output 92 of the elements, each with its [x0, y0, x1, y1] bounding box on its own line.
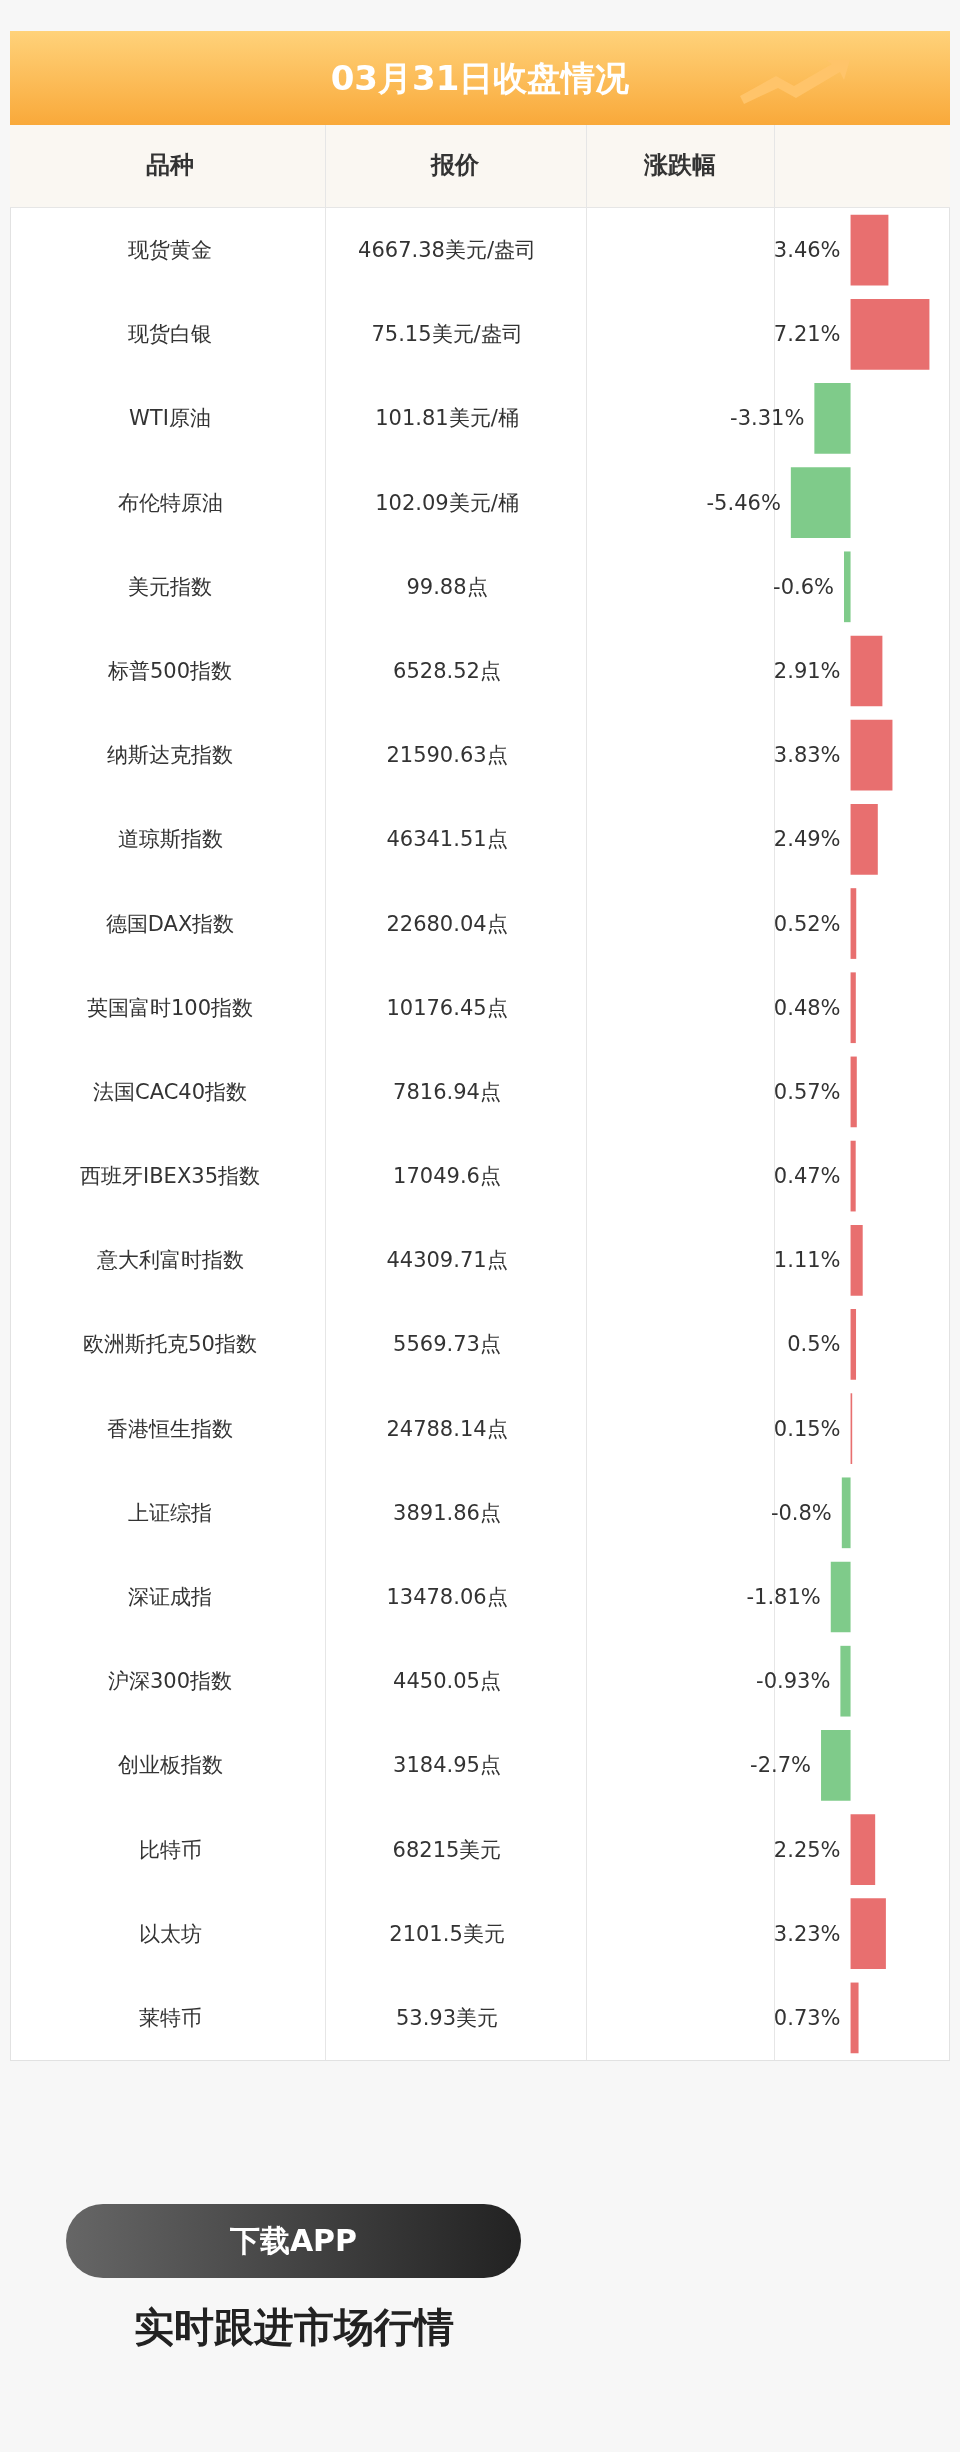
- text: 22680.04点: [386, 911, 508, 936]
- text: 10176.45点: [386, 995, 508, 1020]
- bar: [850, 1309, 857, 1380]
- text: 44309.71点: [386, 1248, 508, 1273]
- bar: [850, 1814, 876, 1885]
- y-tick-label: 深证成指: [128, 1585, 212, 1609]
- text: 3184.95点: [393, 1753, 501, 1778]
- y-tick-label: 现货黄金: [128, 238, 212, 263]
- y-tick-label: 法国CAC40指数: [92, 1079, 248, 1104]
- data-label: -1.81%: [746, 1585, 821, 1609]
- data-label: -3.31%: [730, 406, 805, 431]
- data-label: -5.46%: [706, 490, 781, 515]
- bar: [850, 1140, 856, 1212]
- data-label: 3.83%: [773, 743, 841, 768]
- data-label: -0.8%: [770, 1500, 832, 1525]
- bar: [850, 719, 893, 791]
- text: 101.81美元/桶: [375, 406, 519, 431]
- bar: [844, 551, 851, 623]
- y-tick-label: 沪深300指数: [107, 1669, 233, 1694]
- bar: [850, 1898, 886, 1970]
- y-tick-label: 创业板指数: [117, 1753, 223, 1778]
- data-label: 2.49%: [773, 827, 841, 852]
- text: 13478.06点: [386, 1585, 508, 1609]
- y-tick-label: 西班牙IBEX35指数: [80, 1164, 260, 1189]
- text: 2101.5美元: [389, 1921, 505, 1946]
- text: 4450.05点: [393, 1669, 501, 1694]
- y-tick-label: 德国DAX指数: [105, 911, 235, 936]
- text: 24788.14点: [386, 1416, 508, 1441]
- y-tick-label: 以太坊: [138, 1921, 202, 1946]
- data-label: -0.6%: [773, 574, 834, 599]
- data-label: 0.48%: [773, 995, 841, 1020]
- y-tick-label: 美元指数: [128, 574, 212, 599]
- text: 涨跌幅: [643, 151, 716, 179]
- text: 03月31日收盘情况: [10, 31, 950, 125]
- text: 实时跟进市场行情: [132, 2303, 455, 2352]
- text: 102.09美元/桶: [375, 490, 519, 515]
- data-label: 2.25%: [773, 1837, 841, 1862]
- y-tick-label: 香港恒生指数: [107, 1416, 233, 1441]
- y-tick-label: 标普500指数: [106, 659, 233, 683]
- y-tick-label: 道琼斯指数: [117, 827, 223, 852]
- bar: [790, 467, 851, 538]
- y-tick-label: 现货白银: [128, 322, 212, 347]
- bar: [850, 1224, 863, 1296]
- y-tick-label: 英国富时100指数: [86, 995, 254, 1020]
- y-tick-label: WTI原油: [129, 406, 211, 431]
- text: 17049.6点: [393, 1164, 501, 1189]
- bar: [814, 383, 851, 454]
- data-label: 0.47%: [773, 1164, 841, 1189]
- bar: [850, 1982, 859, 2054]
- bar: [850, 972, 856, 1044]
- text: 品种: [146, 151, 194, 179]
- data-label: 7.21%: [773, 322, 841, 347]
- bar: [841, 1477, 851, 1549]
- bar: [850, 635, 883, 707]
- text: 7816.94点: [393, 1079, 501, 1104]
- bar: [850, 298, 930, 370]
- text: 4667.38美元/盎司: [358, 238, 536, 263]
- bar: [821, 1730, 851, 1801]
- text: 99.88点: [406, 574, 488, 599]
- data-label: 0.73%: [773, 2005, 841, 2030]
- bar: [850, 1056, 857, 1128]
- text: 68215美元: [392, 1837, 502, 1862]
- text: 3891.86点: [393, 1500, 501, 1525]
- y-tick-label: 比特币: [138, 1837, 202, 1862]
- data-label: 2.91%: [773, 659, 841, 683]
- text: 21590.63点: [386, 743, 508, 768]
- y-tick-label: 欧洲斯托克50指数: [83, 1332, 257, 1357]
- y-tick-label: 意大利富时指数: [95, 1248, 244, 1273]
- text: 75.15美元/盎司: [371, 322, 523, 347]
- data-label: 3.46%: [773, 238, 841, 263]
- text: 下载APP: [66, 2204, 521, 2278]
- data-label: 0.5%: [787, 1332, 841, 1357]
- text: 6528.52点: [393, 659, 501, 683]
- bar: [850, 214, 889, 286]
- data-label: 0.52%: [773, 911, 841, 936]
- y-tick-label: 纳斯达克指数: [107, 743, 233, 768]
- text: 5569.73点: [393, 1332, 501, 1357]
- text: 46341.51点: [386, 827, 508, 852]
- data-label: 0.15%: [773, 1416, 841, 1441]
- data-label: -2.7%: [750, 1753, 812, 1778]
- text: 53.93美元: [395, 2005, 499, 2030]
- bar: [830, 1561, 851, 1633]
- text: 报价: [430, 151, 480, 179]
- y-tick-label: 莱特币: [138, 2005, 202, 2030]
- data-label: 3.23%: [773, 1921, 841, 1946]
- data-label: -0.93%: [756, 1669, 831, 1694]
- data-label: 0.57%: [773, 1079, 841, 1104]
- data-label: 1.11%: [773, 1248, 841, 1273]
- bar: [850, 804, 878, 875]
- y-tick-label: 布伦特原油: [117, 490, 223, 515]
- y-tick-label: 上证综指: [128, 1500, 212, 1525]
- bar: [840, 1645, 851, 1717]
